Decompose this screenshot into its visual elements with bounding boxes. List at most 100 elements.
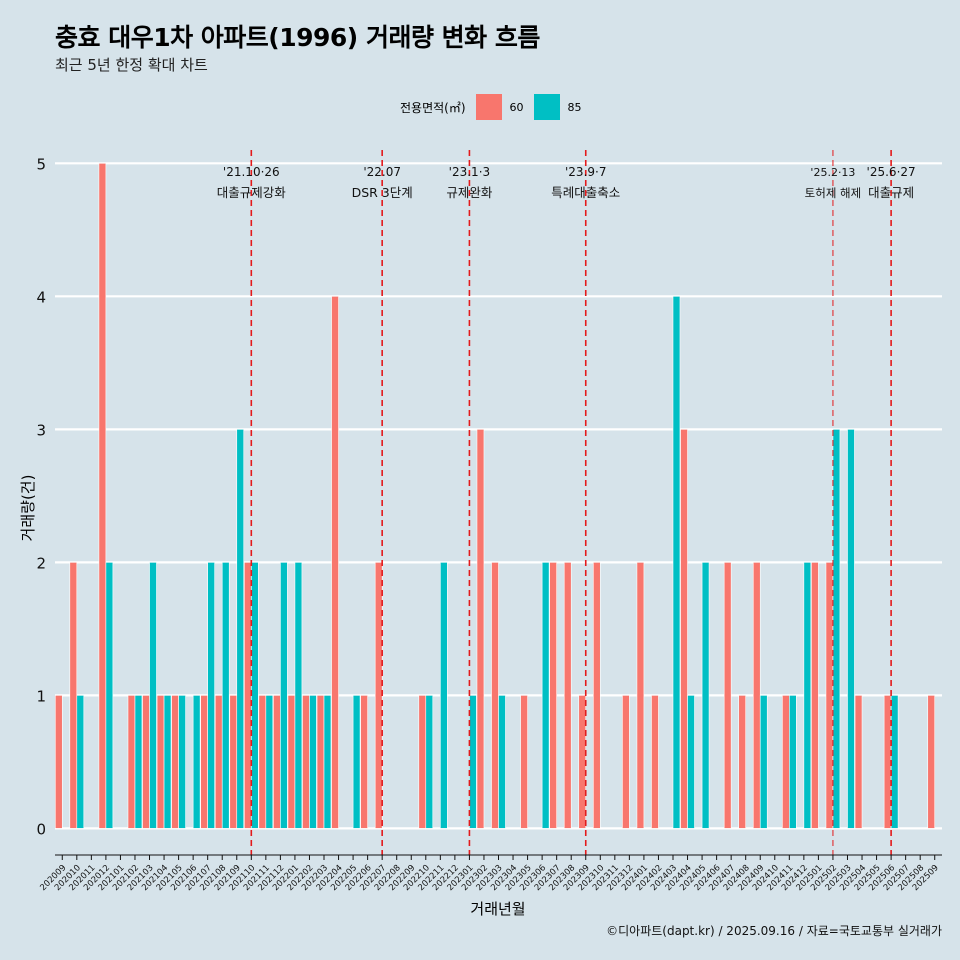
legend: 전용면적(㎡) 60 85 (400, 93, 592, 121)
bar-85-202503 (847, 429, 855, 829)
bar-60-202305 (520, 695, 528, 829)
event-date-label: '22.07 (363, 165, 401, 179)
bar-60-202309 (578, 695, 587, 829)
event-desc-label: 토허제 해제 (805, 186, 862, 200)
bar-60-202509 (927, 695, 936, 829)
bar-60-202202 (302, 695, 310, 829)
event-desc-label: 대출규제강화 (217, 185, 287, 200)
bar-60-202310 (593, 562, 601, 829)
bar-60-202203 (316, 695, 325, 829)
bar-85-202102 (134, 695, 143, 829)
bar-85-202409 (759, 695, 768, 829)
bar-60-202307 (549, 562, 557, 829)
bar-85-202205 (352, 695, 361, 829)
bar-60-202401 (636, 562, 645, 829)
bar-85-202211 (440, 562, 448, 829)
y-tick-label: 0 (36, 820, 46, 838)
bar-85-202404 (687, 695, 695, 829)
event-date-label: '25.2·13 (810, 166, 855, 179)
bar-60-202303 (491, 562, 499, 829)
legend-swatch-85 (533, 94, 560, 120)
event-date-label: '23.1·3 (449, 165, 490, 179)
bar-60-202201 (287, 695, 296, 829)
y-tick-label: 5 (36, 155, 46, 173)
bar-60-202409 (752, 562, 761, 829)
bar-85-202210 (425, 695, 434, 829)
y-tick-label: 3 (36, 421, 46, 439)
bar-60-202206 (360, 695, 368, 829)
event-desc-label: 대출규제 (868, 185, 914, 200)
event-desc-label: 규제완화 (446, 185, 493, 200)
bar-60-202105 (171, 695, 179, 829)
bar-60-202408 (738, 695, 746, 829)
bar-85-202411 (789, 695, 797, 829)
legend-title: 전용면적(㎡) (400, 100, 466, 115)
bar-85-202202 (309, 695, 317, 829)
bar-85-202203 (323, 695, 332, 829)
event-date-label: '23.9·7 (565, 165, 606, 179)
bar-85-202012 (105, 562, 114, 829)
bar-60-202502 (825, 562, 834, 829)
bar-85-202303 (498, 695, 506, 829)
bar-60-202109 (229, 695, 238, 829)
bar-60-202501 (811, 562, 819, 829)
y-tick-label: 4 (36, 288, 46, 306)
bar-60-202009 (54, 695, 63, 829)
bar-60-202108 (214, 695, 223, 829)
x-axis-title: 거래년월 (470, 900, 525, 918)
bar-60-202308 (563, 562, 572, 829)
bar-60-202404 (680, 429, 688, 829)
bar-60-202210 (418, 695, 427, 829)
bar-60-202110 (244, 562, 252, 829)
bar-60-202102 (127, 695, 136, 829)
bar-60-202103 (142, 695, 150, 829)
legend-label-60: 60 (509, 100, 524, 114)
event-date-label: '21.10·26 (223, 165, 280, 179)
bar-85-202107 (207, 562, 215, 829)
bar-60-202107 (200, 695, 208, 829)
bar-85-202502 (832, 429, 841, 829)
y-axis-title: 거래량(건) (19, 475, 37, 542)
bar-85-202301 (469, 695, 477, 829)
bar-85-202109 (236, 429, 245, 829)
legend-swatch-60 (475, 94, 502, 120)
bar-60-202010 (69, 562, 78, 829)
bar-60-202302 (476, 429, 485, 829)
bar-85-202104 (163, 695, 172, 829)
bar-85-202110 (251, 562, 259, 829)
bar-60-202104 (156, 695, 165, 829)
bar-60-202506 (883, 695, 892, 829)
bar-85-202105 (178, 695, 186, 829)
legend-label-85: 85 (567, 100, 582, 114)
bar-60-202312 (622, 695, 630, 829)
bar-85-202403 (672, 296, 681, 829)
y-tick-label: 1 (36, 687, 46, 705)
bar-85-202506 (890, 695, 899, 829)
bar-60-202504 (854, 695, 863, 829)
y-tick-label: 2 (36, 554, 46, 572)
chart-subtitle: 최근 5년 한정 확대 차트 (55, 56, 208, 74)
bar-85-202103 (149, 562, 157, 829)
bar-60-202207 (374, 562, 383, 829)
event-desc-label: DSR 3단계 (352, 185, 413, 200)
bar-60-202204 (331, 296, 339, 829)
event-desc-label: 특례대출축소 (551, 185, 620, 200)
event-date-label: '25.6·27 (867, 165, 916, 179)
bar-85-202111 (265, 695, 274, 829)
bar-85-202106 (192, 695, 201, 829)
bar-60-202012 (98, 163, 107, 829)
bar-60-202402 (651, 695, 659, 829)
bar-85-202201 (294, 562, 303, 829)
bar-85-202405 (701, 562, 710, 829)
bar-60-202111 (258, 695, 267, 829)
bar-60-202407 (723, 562, 732, 829)
bar-60-202411 (782, 695, 790, 829)
bar-85-202010 (76, 695, 85, 829)
source-caption: ©디아파트(dapt.kr) / 2025.09.16 / 자료=국토교통부 실… (606, 924, 942, 938)
bar-85-202306 (541, 562, 550, 829)
bar-60-202112 (273, 695, 281, 829)
chart-title: 충효 대우1차 아파트(1996) 거래량 변화 흐름 (55, 23, 540, 52)
bar-85-202412 (803, 562, 812, 829)
